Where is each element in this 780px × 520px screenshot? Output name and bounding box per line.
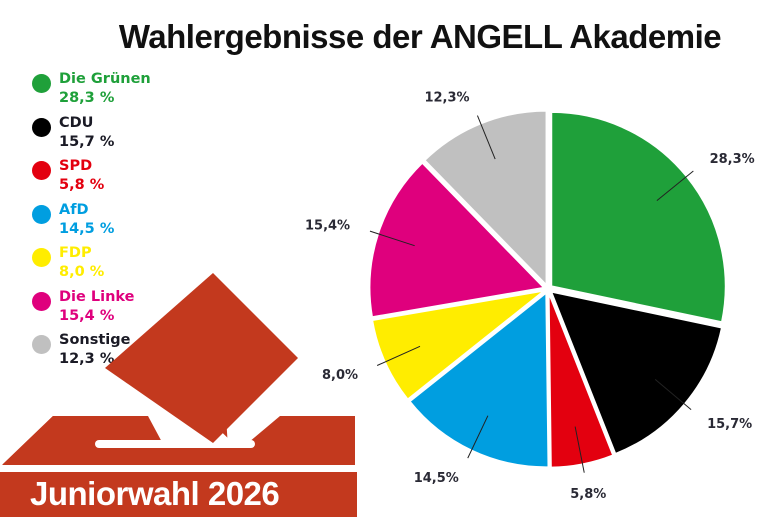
legend-party-value: 15,7 %: [59, 133, 115, 150]
legend-dot-icon: [32, 161, 51, 180]
legend-party-value: 15,4 %: [59, 307, 115, 324]
legend-dot-icon: [32, 117, 51, 137]
legend-party-name: SPD: [59, 158, 93, 174]
pie-slice: [550, 111, 727, 323]
chart-title: Wahlergebnisse der ANGELL Akademie: [118, 18, 722, 55]
legend-party-name: CDU: [59, 114, 94, 131]
legend-party-value: 28,3 %: [59, 90, 115, 106]
leader-line: [467, 415, 489, 459]
legend-dot-icon: [32, 335, 51, 354]
slice-label: 28,3%: [710, 152, 755, 167]
legend-party-value: 14,5 %: [59, 220, 115, 237]
legend-party-name: AfD: [59, 201, 89, 218]
legend-dot-icon: [32, 291, 51, 311]
slice-label: 8,0%: [322, 368, 358, 383]
leader-line: [656, 170, 694, 202]
slice-label: 15,7%: [707, 417, 752, 432]
leader-line: [654, 379, 692, 411]
slice-label: 15,4%: [305, 219, 350, 234]
legend-party-name: Die Grünen: [59, 71, 151, 87]
leader-line: [574, 426, 585, 473]
legend-party-name: FDP: [59, 245, 92, 261]
leader-line: [476, 115, 496, 160]
legend-dot-icon: [32, 204, 51, 224]
leader-line: [369, 230, 415, 247]
legend-dot-icon: [32, 74, 51, 93]
slice-label: 14,5%: [414, 471, 459, 486]
legend-party-value: 12,3 %: [59, 351, 115, 367]
leader-line: [376, 345, 421, 366]
banner: Juniorwahl 2026: [0, 472, 357, 517]
banner-text: Juniorwahl 2026: [30, 475, 280, 512]
slice-label: 12,3%: [424, 90, 469, 105]
slice-label: 5,8%: [570, 487, 606, 502]
legend-party-value: 5,8 %: [59, 177, 105, 193]
legend-dot-icon: [32, 248, 51, 267]
legend-party-value: 8,0 %: [59, 264, 105, 280]
